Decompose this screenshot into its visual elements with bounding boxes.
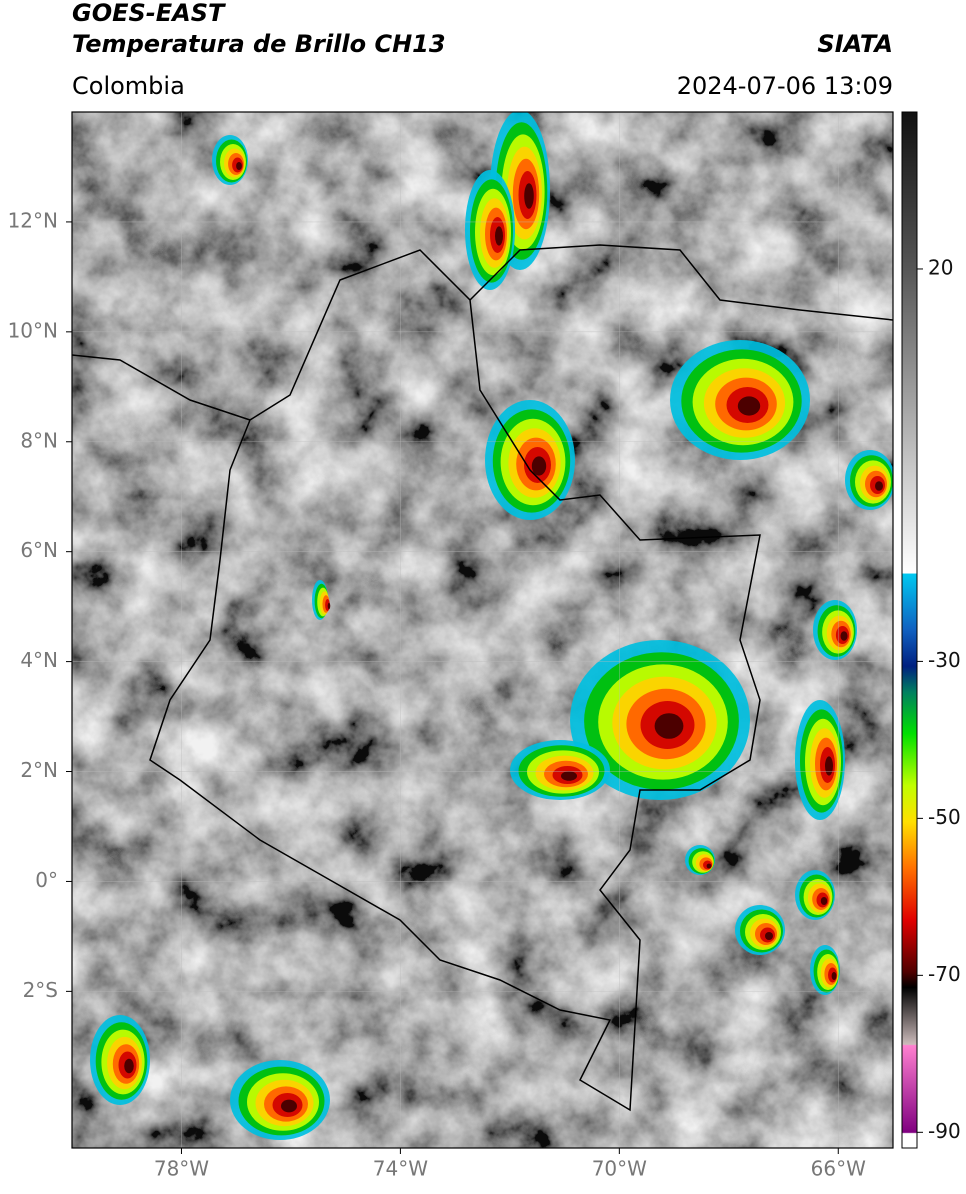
- source: SIATA: [817, 30, 893, 58]
- grid: [72, 112, 893, 1148]
- storm-cell: [825, 756, 833, 776]
- storm-cell: [561, 771, 577, 781]
- colombia-border: [149, 249, 761, 1112]
- map-frame: [71, 111, 894, 1149]
- storm-cell: [524, 183, 534, 209]
- colorbar-tick-label: -50: [928, 805, 961, 829]
- axis-ticks: 78°W 74°W 70°W 66°W 12°N 10°N 8°N 6°N 4°N 2°N 0° 2°…: [8, 208, 867, 1180]
- lat-tick-label: 8°N: [20, 428, 58, 452]
- lat-tick-label: 2°S: [23, 978, 58, 1002]
- datetime: 2024-07-06 13:09: [677, 72, 893, 100]
- lat-tick-label: 10°N: [8, 318, 58, 342]
- storm-cell: [765, 932, 773, 940]
- satellite-image: [72, 112, 893, 1148]
- product: Temperatura de Brillo CH13: [72, 30, 446, 58]
- colorbar-tick-label: -90: [928, 1119, 961, 1143]
- storm-cell: [327, 602, 331, 610]
- storm-cell: [737, 396, 761, 416]
- storm-cell: [281, 1099, 297, 1113]
- colorbar: [901, 111, 918, 1149]
- storm-cell: [875, 481, 883, 491]
- lon-tick-label: 66°W: [811, 1157, 866, 1181]
- storm-cell: [654, 713, 684, 739]
- lon-tick-label: 74°W: [373, 1157, 428, 1181]
- storm-cell: [495, 226, 503, 246]
- colorbar-tick-label: 20: [928, 255, 953, 279]
- colorbar-tick-label: -70: [928, 962, 961, 986]
- region: Colombia: [72, 72, 185, 100]
- storm-cell: [820, 897, 828, 905]
- lat-tick-label: 6°N: [20, 538, 58, 562]
- lon-tick-label: 70°W: [592, 1157, 647, 1181]
- storm-cell: [531, 456, 547, 476]
- storm-cells: [90, 112, 893, 1140]
- colorbar-tick-label: -30: [928, 648, 961, 672]
- lat-tick-label: 0°: [35, 868, 58, 892]
- lat-tick-label: 12°N: [8, 208, 58, 232]
- storm-cell: [840, 631, 848, 641]
- storm-cell: [831, 972, 837, 980]
- satellite: GOES-EAST: [72, 0, 226, 27]
- lat-tick-label: 2°N: [20, 758, 58, 782]
- lon-tick-label: 78°W: [154, 1157, 209, 1181]
- colorbar-ticks: 20 -30 -50 -70 -90: [917, 255, 961, 1143]
- lat-tick-label: 4°N: [20, 648, 58, 672]
- storm-cell: [124, 1058, 134, 1074]
- storm-cell: [706, 863, 712, 869]
- storm-cell: [236, 162, 242, 170]
- coastline: [72, 244, 893, 421]
